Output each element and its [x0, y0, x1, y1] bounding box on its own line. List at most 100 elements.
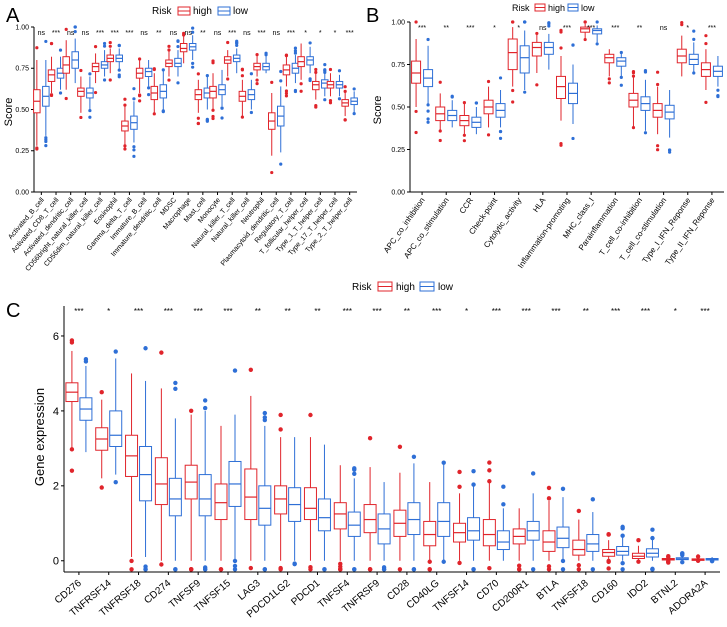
panel-a-low-outlier	[132, 97, 136, 101]
panel-b-low-outlier	[498, 76, 503, 80]
panel-b-ytick-label: 0.75	[391, 62, 405, 69]
panel-c-high-outlier	[606, 566, 611, 571]
panel-a-high-outlier	[314, 105, 318, 109]
panel-a-high-outlier	[343, 85, 347, 89]
panel-b-ytick-label: 0.00	[391, 189, 405, 196]
panel-c-low-outlier	[173, 380, 178, 386]
panel-a-low-outlier	[279, 162, 283, 166]
panel-b-low-outlier	[571, 136, 575, 141]
panel-a-low-outlier	[132, 154, 136, 158]
panel-c-high-box	[154, 457, 168, 506]
panel-c-low-outlier	[620, 560, 625, 566]
panel-a-high-outlier	[138, 57, 142, 61]
panel-b-low-outlier	[595, 42, 599, 46]
panel-c-high-outlier	[546, 496, 552, 501]
panel-c-low-outlier	[680, 552, 685, 558]
panel-a-high-outlier	[167, 78, 171, 82]
panel-a-high-outlier	[299, 89, 303, 93]
panel-b-ytick-label: 1.00	[391, 19, 405, 26]
panel-a-low-outlier	[132, 87, 136, 91]
panel-b-high-outlier	[656, 70, 660, 74]
panel-c-low-outlier	[620, 567, 625, 572]
panel-b-low-box	[519, 45, 530, 74]
legend-b-low-label: low	[581, 3, 595, 13]
panel-a-low-outlier	[249, 110, 253, 115]
panel-a-significance: ***	[257, 30, 265, 37]
panel-a-low-outlier	[117, 68, 121, 72]
panel-b-high-box	[507, 38, 518, 71]
panel-b-low-outlier	[474, 101, 478, 105]
panel-a-significance: **	[200, 30, 206, 37]
panel-c-high-outlier	[636, 538, 641, 543]
panel-a-low-outlier	[73, 25, 77, 29]
panel-a-high-outlier	[167, 44, 171, 48]
panel-a-low-outlier	[88, 108, 92, 113]
panel-b-high-outlier	[631, 126, 636, 130]
panel-b-significance: *	[493, 25, 496, 32]
panel-a-high-box	[179, 43, 188, 53]
panel-c-low-outlier	[411, 567, 417, 572]
panel-b-low-outlier	[523, 20, 527, 24]
panel-c-low-outlier	[381, 567, 387, 572]
panel-c-category-label: BTLA	[535, 578, 561, 603]
panel-b-high-box	[604, 53, 615, 64]
panel-a-high-outlier	[328, 67, 333, 72]
panel-b-letter: B	[366, 5, 379, 27]
panel-a-significance: ***	[111, 30, 119, 37]
panel-a-ylabel: Score	[3, 98, 15, 127]
panel-a-high-outlier	[196, 72, 200, 76]
panel-a-high-box	[91, 62, 100, 73]
panel-a-significance: ns	[170, 30, 178, 37]
panel-c-significance: ***	[522, 307, 531, 316]
panel-a-low-outlier	[323, 68, 327, 72]
panel-a-low-outlier	[205, 74, 209, 78]
panel-b-low-outlier	[426, 109, 430, 113]
panel-b-high-box	[531, 41, 542, 57]
panel-a-high-outlier	[79, 68, 83, 73]
panel-b-ytick-label: 0.50	[391, 104, 405, 111]
panel-c-high-outlier	[397, 567, 403, 572]
panel-c-high-box	[363, 504, 377, 534]
panel-c-low-outlier	[530, 567, 536, 572]
panel-a-high-outlier	[270, 80, 274, 84]
panel-c-low-outlier	[680, 559, 685, 565]
panel-b-high-outlier	[486, 79, 491, 84]
panel-a-high-outlier	[211, 59, 215, 63]
panel-a-low-outlier	[279, 79, 283, 83]
panel-a-significance: ***	[125, 30, 133, 37]
panel-a-high-outlier	[299, 82, 303, 86]
panel-c-high-outlier	[606, 531, 611, 537]
panel-b-category-label: CCR	[458, 196, 475, 216]
panel-c-high-outlier	[457, 469, 462, 475]
panel-a-high-outlier	[182, 33, 186, 37]
panel-b-high-outlier	[462, 139, 466, 143]
panel-c-low-outlier	[560, 558, 566, 564]
panel-b-low-outlier	[571, 43, 575, 47]
panel-b-low-outlier	[426, 120, 430, 124]
panel-c-ylabel: Gene expression	[32, 388, 47, 486]
panel-a-high-outlier	[35, 46, 39, 50]
panel-a-ytick-label: 0.75	[15, 66, 29, 73]
panel-c-ytick-label: 4	[53, 406, 59, 418]
panel-c-low-box	[258, 485, 272, 526]
legend-c-title: Risk	[352, 282, 372, 293]
panel-a-high-outlier	[284, 91, 289, 95]
panel-c-high-outlier	[695, 558, 701, 563]
panel-c-significance: ***	[343, 307, 352, 316]
panel-a-high-outlier	[152, 112, 156, 116]
panel-c-high-box	[572, 539, 586, 556]
panel-c-low-outlier	[501, 484, 506, 489]
panel-c-low-box	[556, 526, 570, 549]
panel-c-high-outlier	[427, 567, 432, 572]
panel-b-low-outlier	[498, 136, 503, 140]
panel-a-high-box	[312, 80, 320, 91]
panel-c-low-outlier	[590, 567, 596, 572]
panel-c-high-outlier	[487, 468, 492, 473]
panel-c-low-box	[407, 502, 421, 536]
panel-c-low-outlier	[232, 368, 238, 373]
panel-b-low-outlier	[716, 88, 720, 92]
panel-a-high-outlier	[255, 52, 259, 57]
legend-a-title: Risk	[152, 6, 172, 17]
panel-c-high-box	[333, 502, 347, 530]
panel-b-high-outlier	[680, 20, 684, 25]
